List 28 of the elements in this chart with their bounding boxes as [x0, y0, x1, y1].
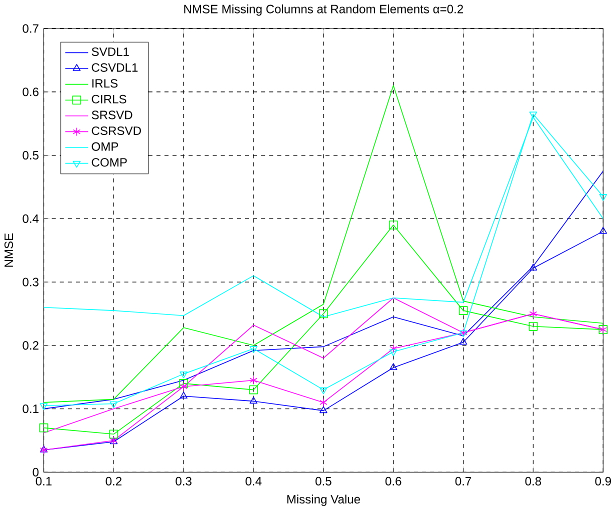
- y-tick-label: 0.6: [22, 87, 38, 96]
- legend-label: CSRSVD: [92, 126, 141, 135]
- chart-title: NMSE Missing Columns at Random Elements α=0.2: [184, 4, 463, 16]
- y-tick-label: 0.5: [22, 150, 39, 160]
- y-axis-title: NMSE: [4, 233, 14, 267]
- legend-label: OMP: [92, 142, 118, 151]
- x-tick-label: 0.9: [595, 476, 611, 486]
- legend-label: SVDL1: [92, 47, 129, 56]
- x-tick-label: 0.8: [525, 476, 542, 486]
- x-axis-title: Missing Value: [287, 494, 360, 506]
- x-tick-label: 0.7: [455, 476, 472, 486]
- y-tick-label: 0: [32, 468, 39, 476]
- legend-label: CSVDL1: [92, 63, 138, 72]
- y-tick-label: 0.4: [22, 214, 39, 223]
- legend-label: CIRLS: [92, 94, 126, 104]
- y-tick-label: 0.7: [22, 24, 38, 33]
- x-tick-label: 0.2: [106, 476, 122, 486]
- x-tick-label: 0.5: [316, 476, 332, 486]
- x-tick-label: 0.6: [385, 476, 402, 486]
- legend-label: COMP: [92, 158, 127, 166]
- y-tick-label: 0.3: [22, 278, 38, 286]
- y-tick-label: 0.1: [22, 404, 38, 413]
- x-tick-label: 0.3: [176, 476, 192, 486]
- y-tick-label: 0.2: [22, 340, 38, 350]
- legend-label: SRSVD: [92, 110, 132, 120]
- x-tick-label: 0.1: [36, 476, 52, 486]
- x-tick-label: 0.4: [246, 476, 262, 486]
- legend-label: IRLS: [92, 78, 118, 88]
